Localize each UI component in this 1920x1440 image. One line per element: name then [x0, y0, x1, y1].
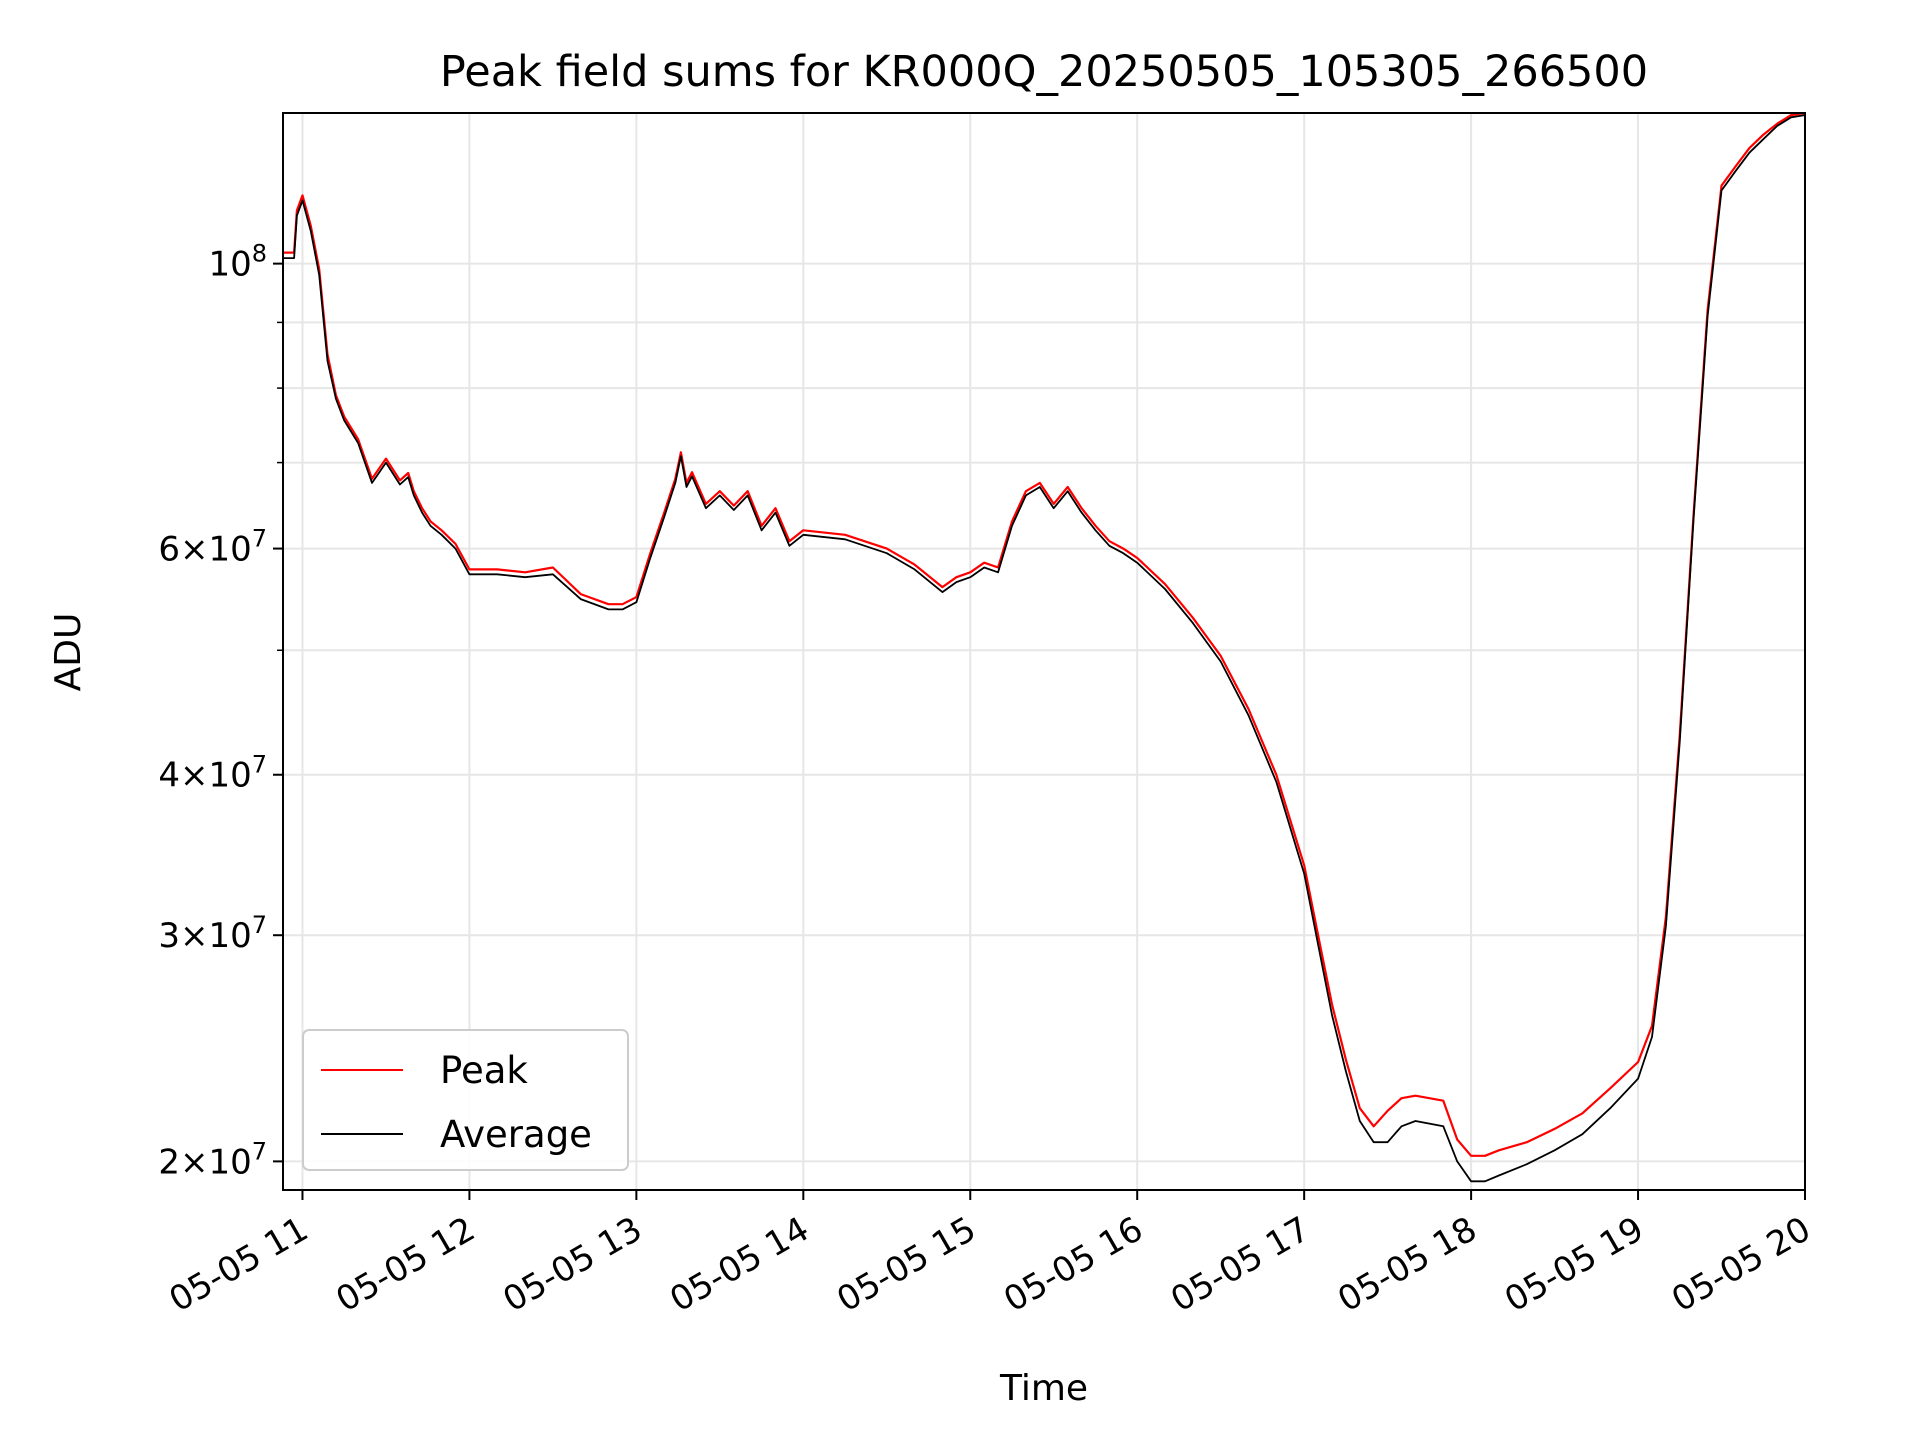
legend-label-peak: Peak [440, 1049, 528, 1092]
y-tick-label: 6×107 [158, 525, 267, 570]
series-group [283, 113, 1805, 1183]
series-line-peak [283, 113, 1805, 1157]
y-axis-title: ADU [48, 613, 89, 692]
x-axis-title: Time [999, 1368, 1088, 1409]
legend: Peak Average [302, 1029, 629, 1171]
legend-label-average: Average [440, 1113, 592, 1156]
y-tick-label: 3×107 [158, 911, 267, 956]
y-tick-label: 108 [208, 240, 267, 285]
chart-title: Peak field sums for KR000Q_20250505_1053… [440, 47, 1648, 97]
series-line-average [283, 114, 1805, 1183]
y-tick-label: 2×107 [158, 1137, 267, 1182]
plot-frame [282, 112, 1806, 1191]
y-tick-label: 4×107 [158, 751, 267, 796]
